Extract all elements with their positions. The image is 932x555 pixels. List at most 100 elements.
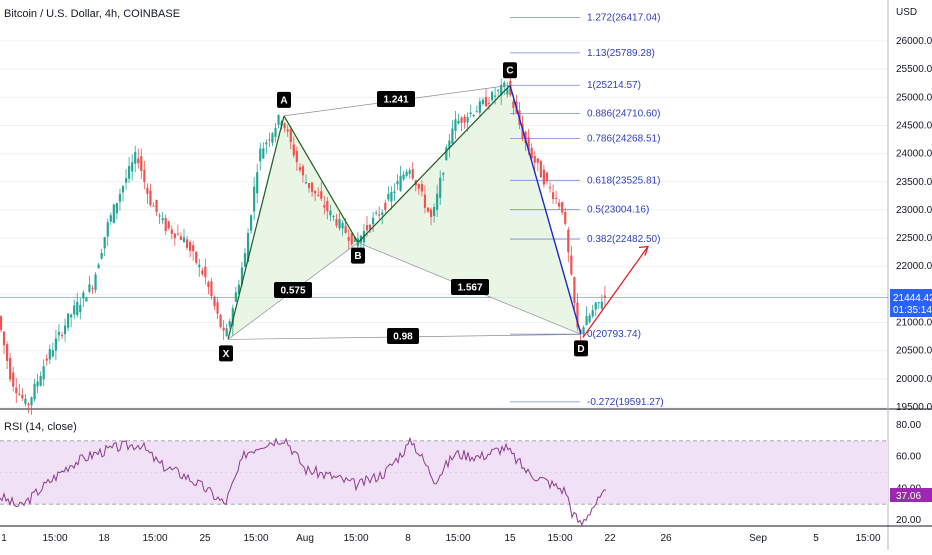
candle-body <box>134 152 137 164</box>
time-tick-label: 15 <box>504 533 516 544</box>
candle-body <box>121 186 125 193</box>
candle-body <box>106 222 109 237</box>
candle-body <box>207 282 210 288</box>
candle-body <box>445 147 448 161</box>
candle-body <box>57 331 61 336</box>
xa-leg[interactable] <box>227 115 285 340</box>
candle-body <box>332 215 335 217</box>
candle-body <box>304 182 308 184</box>
candle-body <box>265 142 268 145</box>
candle-body <box>298 167 301 171</box>
candle-body <box>442 172 445 175</box>
candle-body <box>152 205 155 207</box>
candle-body <box>368 225 372 230</box>
candle-body <box>216 302 219 314</box>
rsi-value-tag-bg <box>890 488 932 502</box>
candle-body <box>36 381 39 387</box>
cd-leg[interactable] <box>509 85 582 335</box>
candle-body <box>344 226 347 233</box>
candle-body <box>420 184 423 192</box>
ab-leg[interactable] <box>283 115 359 243</box>
fib-level-label: -0.272(19591.27) <box>587 397 664 408</box>
candle-body <box>594 302 597 310</box>
candle-body <box>570 255 573 275</box>
candle-body <box>375 212 378 214</box>
candle-body <box>234 292 237 302</box>
candle-body <box>286 129 289 132</box>
price-tick-label: 25000.00 <box>896 92 932 103</box>
fib-level-label: 1.272(26417.04) <box>587 13 660 24</box>
time-tick-label: 1 <box>1 533 7 544</box>
harmonic-pattern[interactable] <box>227 84 649 340</box>
fib-level-label: 0.786(24268.51) <box>587 133 660 144</box>
candle-body <box>381 212 384 215</box>
point-b-badge-bg <box>351 247 365 264</box>
candle-body <box>42 366 45 380</box>
candle-body <box>411 169 414 179</box>
candle-body <box>131 162 134 172</box>
candle-body <box>564 212 567 224</box>
candle-body <box>167 221 170 229</box>
candle-body <box>457 120 460 124</box>
candle-body <box>341 223 344 229</box>
fib-level-label: 0.382(22482.50) <box>587 234 660 245</box>
time-tick-label: 8 <box>405 533 411 544</box>
candle-body <box>408 170 411 174</box>
rsi-line <box>0 436 607 527</box>
price-tick-label: 20000.00 <box>896 374 932 385</box>
candle-body <box>88 284 91 292</box>
candle-body <box>237 284 240 294</box>
time-tick-label: 22 <box>604 533 616 544</box>
xab-triangle-fill <box>228 115 358 340</box>
candle-body <box>530 147 533 159</box>
candle-body <box>67 313 70 328</box>
bc-leg[interactable] <box>357 84 511 243</box>
price-tick-label: 20500.00 <box>896 346 932 357</box>
candle-body <box>91 288 94 290</box>
rsi-title[interactable]: RSI (14, close) <box>4 421 77 433</box>
candle-body <box>170 229 173 234</box>
time-tick-label: 15:00 <box>42 533 67 544</box>
candle-body <box>417 184 420 189</box>
candle-body <box>439 177 442 198</box>
candle-body <box>487 102 491 104</box>
candle-body <box>347 237 350 241</box>
candle-body <box>94 274 97 291</box>
price-tick-label: 23000.00 <box>896 205 932 216</box>
candle-body <box>225 328 228 337</box>
time-axis[interactable]: 1 15:00 18 15:00 25 15:00 Aug 15:00 8 15:00 15 15:0… <box>1 533 881 544</box>
candle-body <box>582 327 585 335</box>
candle-body <box>250 215 253 231</box>
candle-body <box>210 281 213 297</box>
candle-body <box>301 166 305 176</box>
candle-body <box>387 193 390 200</box>
candle-body <box>573 277 576 303</box>
candle-body <box>155 199 158 212</box>
candle-body <box>317 195 320 197</box>
pattern-ratio-badges[interactable]: X A B C D 0.575 1.241 1.567 0.98 <box>219 62 588 362</box>
last-price-tag[interactable]: 21444.42 01:35:14 <box>890 289 932 317</box>
fib-levels[interactable]: 1.272(26417.04) 1.13(25789.28) 1(25214.57)… <box>510 13 664 408</box>
projection-arrow-line[interactable] <box>582 246 649 338</box>
candle-body <box>182 237 186 243</box>
candle-body <box>497 89 500 91</box>
candle-body <box>429 209 433 218</box>
candle-body <box>314 190 317 194</box>
candle-body <box>76 301 79 316</box>
time-tick-label: Sep <box>749 533 767 544</box>
candle-body <box>588 315 591 322</box>
candle-body <box>100 252 103 259</box>
candle-body <box>295 151 298 163</box>
ratio-badge-text: 0.575 <box>280 286 305 297</box>
candle-body <box>469 112 472 115</box>
candle-body <box>243 253 247 267</box>
fib-level-label: 0.886(24710.60) <box>587 109 660 120</box>
candle-body <box>277 115 280 125</box>
candle-body <box>433 206 436 216</box>
rsi-value-tag[interactable]: 37.06 <box>890 488 932 502</box>
price-tick-label: 26000.00 <box>896 36 932 47</box>
candle-body <box>600 301 603 309</box>
candle-body <box>329 210 332 216</box>
candle-body <box>85 297 88 302</box>
candle-body <box>48 349 51 360</box>
